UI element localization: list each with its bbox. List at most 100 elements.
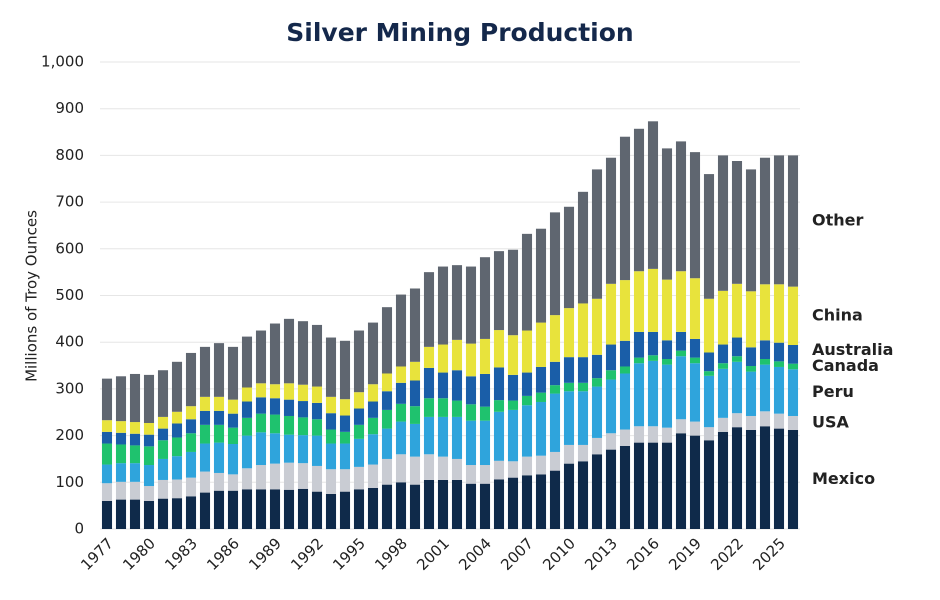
bar-segment xyxy=(115,432,127,445)
bar-segment xyxy=(353,489,365,529)
bar-segment xyxy=(633,363,645,427)
chart-title: Silver Mining Production xyxy=(286,18,633,47)
bar-segment xyxy=(731,427,743,529)
bar-segment xyxy=(675,433,687,529)
bar-segment xyxy=(241,435,253,469)
bar-segment xyxy=(633,442,645,529)
bar-segment xyxy=(143,422,155,435)
bar-segment xyxy=(381,409,393,429)
bar-segment xyxy=(605,157,617,284)
legend-label: Mexico xyxy=(812,469,875,488)
bar-segment xyxy=(703,371,715,376)
bar-segment xyxy=(619,280,631,341)
bar-segment xyxy=(297,384,309,402)
y-tick-label: 0 xyxy=(74,520,84,538)
x-tick-label: 2010 xyxy=(539,534,579,574)
bar-segment xyxy=(745,347,757,367)
bar-segment xyxy=(773,155,785,285)
bar-segment xyxy=(465,420,477,466)
bar-segment xyxy=(521,330,533,373)
bar-segment xyxy=(395,382,407,404)
bar-segment xyxy=(675,356,687,420)
x-tick-label: 1986 xyxy=(203,534,243,574)
y-tick-label: 200 xyxy=(55,426,84,444)
bar-segment xyxy=(339,399,351,416)
legend-label: Australia xyxy=(812,340,893,359)
bar-segment xyxy=(507,477,519,529)
bar-segment xyxy=(521,456,533,476)
bar-segment xyxy=(507,400,519,410)
bar-segment xyxy=(101,464,113,484)
bar-segment xyxy=(521,395,533,406)
bar-segment xyxy=(381,307,393,374)
bar-segment xyxy=(199,346,211,397)
bar-segment xyxy=(297,321,309,385)
bar-segment xyxy=(563,206,575,309)
bar-segment xyxy=(633,357,645,364)
bar-segment xyxy=(451,370,463,401)
bar-segment xyxy=(563,357,575,383)
bar-segment xyxy=(759,411,771,427)
bar-segment xyxy=(143,500,155,529)
bar-segment xyxy=(381,484,393,529)
bar-segment xyxy=(591,169,603,299)
bar-segment xyxy=(395,421,407,455)
bar-segment xyxy=(311,435,323,466)
bar-segment xyxy=(339,415,351,432)
bar-segment xyxy=(717,363,729,369)
bar-segment xyxy=(493,251,505,331)
bar-segment xyxy=(325,413,337,430)
bar-segment xyxy=(563,308,575,358)
x-tick-label: 1977 xyxy=(77,534,117,574)
bar-segment xyxy=(773,342,785,362)
bar-segment xyxy=(115,463,127,482)
bar-segment xyxy=(675,419,687,434)
bar-segment xyxy=(171,437,183,457)
x-tick-label: 2004 xyxy=(455,534,495,574)
bar-segment xyxy=(143,465,155,487)
bar-segment xyxy=(241,336,253,388)
bar-segment xyxy=(493,330,505,368)
legend-label: Peru xyxy=(812,382,854,401)
x-tick-label: 2019 xyxy=(665,534,705,574)
bar-segment xyxy=(395,366,407,383)
bar-segment xyxy=(605,449,617,529)
bar-segment xyxy=(731,161,743,284)
legend-label: Canada xyxy=(812,356,879,375)
bar-segment xyxy=(101,420,113,432)
bar-segment xyxy=(745,169,757,292)
bar-segment xyxy=(171,411,183,424)
bar-segment xyxy=(269,489,281,529)
bar-segment xyxy=(647,442,659,529)
bar-segment xyxy=(367,487,379,529)
bar-segment xyxy=(339,340,351,400)
bar-segment xyxy=(381,428,393,459)
bar-segment xyxy=(577,382,589,392)
bar-segment xyxy=(605,283,617,345)
bar-segment xyxy=(367,401,379,418)
bar-segment xyxy=(381,373,393,392)
bar-segment xyxy=(731,337,743,357)
bar-segment xyxy=(745,415,757,430)
bar-segment xyxy=(283,383,295,400)
bar-segment xyxy=(367,434,379,465)
bar-segment xyxy=(675,331,687,351)
bar-segment xyxy=(731,413,743,428)
bar-segment xyxy=(115,444,127,464)
bar-segment xyxy=(535,322,547,367)
bar-segment xyxy=(269,384,281,399)
bar-segment xyxy=(423,272,435,347)
bar-segment xyxy=(367,417,379,435)
bar-segment xyxy=(661,359,673,365)
bar-segment xyxy=(465,465,477,484)
bar-segment xyxy=(465,343,477,377)
bar-segment xyxy=(241,387,253,402)
bar-segment xyxy=(311,491,323,529)
bar-segment xyxy=(241,468,253,490)
x-tick-label: 2022 xyxy=(707,534,747,574)
bar-segment xyxy=(353,408,365,425)
bar-segment xyxy=(199,443,211,472)
y-tick-label: 600 xyxy=(55,239,84,257)
bar-segment xyxy=(717,344,729,364)
x-tick-label: 2013 xyxy=(581,534,621,574)
